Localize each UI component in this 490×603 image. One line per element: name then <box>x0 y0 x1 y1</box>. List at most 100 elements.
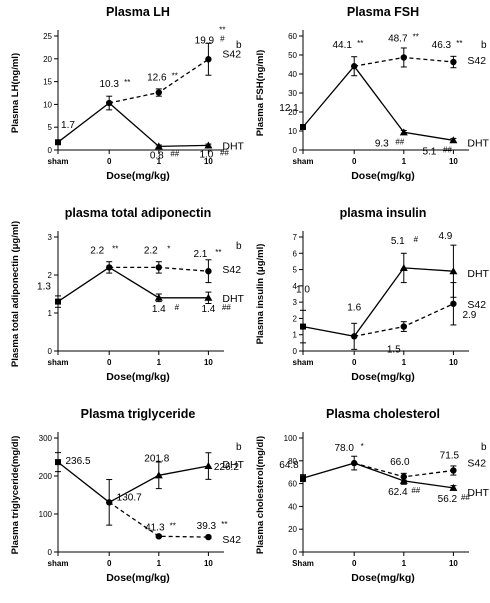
x-tick-label: 10 <box>204 157 213 166</box>
y-tick-label: 50 <box>288 51 297 60</box>
x-axis-title: Dose(mg/kg) <box>351 170 415 182</box>
series-line-dht <box>57 102 209 148</box>
chart-title: Plasma FSH <box>347 5 419 19</box>
significance-mark: ** <box>456 39 462 48</box>
y-tick-label: 60 <box>288 480 297 489</box>
data-point-circle <box>450 300 457 307</box>
significance-mark: ** <box>112 244 118 253</box>
y-tick-label: 40 <box>288 70 297 79</box>
panel-letter: b <box>236 442 242 453</box>
data-point-triangle <box>154 471 163 479</box>
panel-letter: b <box>236 241 242 252</box>
data-point-square <box>55 298 61 305</box>
x-axis-title: Dose(mg/kg) <box>351 572 415 584</box>
data-point-circle <box>450 467 457 474</box>
panel-letter: b <box>481 442 487 453</box>
significance-mark: ## <box>222 303 231 312</box>
data-label: 2.9 <box>462 310 476 321</box>
x-tick-label: 0 <box>107 559 112 568</box>
data-label: 0.8 <box>150 150 164 161</box>
data-point-triangle <box>154 142 163 150</box>
data-label: 2.1 <box>193 249 207 260</box>
y-tick-label: 0 <box>293 146 298 155</box>
data-label: 56.2 <box>438 494 458 505</box>
series-line-dht <box>302 462 454 489</box>
data-point-triangle <box>449 267 458 275</box>
data-label: 2.2 <box>90 245 104 256</box>
data-label: 66.0 <box>390 457 410 468</box>
data-label: 1.4 <box>152 304 166 315</box>
y-tick-label: 0 <box>293 347 298 356</box>
panel-letter: b <box>481 40 487 51</box>
x-tick-label: 10 <box>204 559 213 568</box>
data-label: 1.0 <box>199 149 213 160</box>
x-tick-label: 0 <box>352 559 357 568</box>
y-tick-label: 10 <box>43 100 52 109</box>
x-axis-title: Dose(mg/kg) <box>106 170 170 182</box>
significance-mark: ## <box>395 137 404 146</box>
series-name-s42: S42 <box>222 264 241 276</box>
y-tick-label: 7 <box>293 233 298 242</box>
chart-plasma-fsh: Plasma FSH 0 10 20 30 40 50 60 sham 0 1 10 Dose(mg/k… <box>255 5 490 182</box>
y-tick-label: 10 <box>288 127 297 136</box>
x-axis-title: Dose(mg/kg) <box>106 572 170 584</box>
y-tick-label: 0 <box>48 347 53 356</box>
series-name-dht: DHT <box>222 140 244 152</box>
x-tick-label: 10 <box>449 358 458 367</box>
x-tick-label: 0 <box>352 358 357 367</box>
x-tick-label: 0 <box>107 358 112 367</box>
data-point-circle <box>155 264 162 271</box>
data-point-triangle <box>449 136 458 144</box>
data-label: 1.0 <box>296 285 310 296</box>
data-point-triangle <box>449 483 458 491</box>
chart-plasma-lh: Plasma LH 0 5 10 15 20 25 sham 0 1 10 Dose(mg/kg) Pl… <box>10 5 245 182</box>
significance-mark: ** <box>170 521 176 530</box>
y-axis-title: Plasma triglyceride(mg/dl) <box>10 436 21 555</box>
y-tick-label: 40 <box>288 502 297 511</box>
chart-title: plasma insulin <box>340 206 427 220</box>
significance-mark: ** <box>215 248 221 257</box>
data-label: 62.4 <box>388 487 408 498</box>
y-tick-label: 5 <box>293 266 298 275</box>
significance-mark: ** <box>124 78 130 87</box>
data-label: 1.4 <box>201 304 215 315</box>
y-tick-label: 20 <box>288 108 297 117</box>
y-tick-label: 100 <box>39 510 53 519</box>
series-line-dht <box>57 461 209 504</box>
data-label: 19.9 <box>195 35 215 46</box>
data-point-square <box>300 475 306 482</box>
data-point-triangle <box>399 263 408 271</box>
chart-title: Plasma triglyceride <box>81 407 196 421</box>
data-point-triangle <box>204 293 213 301</box>
data-point-circle <box>155 533 162 540</box>
x-tick-label: 1 <box>402 157 407 166</box>
data-label: 71.5 <box>440 450 460 461</box>
significance-mark: ** <box>221 520 227 529</box>
y-tick-label: 0 <box>293 548 298 557</box>
data-point-circle <box>205 56 212 63</box>
series-line-s42 <box>108 501 209 538</box>
x-tick-label: 10 <box>449 157 458 166</box>
y-tick-label: 4 <box>293 282 298 291</box>
y-tick-label: 20 <box>288 525 297 534</box>
chart-title: Plasma LH <box>106 5 170 19</box>
panel-letter: b <box>236 40 242 51</box>
y-tick-label: 30 <box>288 89 297 98</box>
x-tick-label: Sham <box>292 559 314 568</box>
data-label: 9.3 <box>375 138 389 149</box>
significance-mark: ## <box>220 148 229 157</box>
data-point-circle <box>400 323 407 330</box>
chart-plasma-insulin: plasma insulin 0 1 2 3 4 5 6 7 sham 0 1 10 Dose(mg/kg… <box>255 206 490 383</box>
significance-mark: # <box>414 235 419 244</box>
x-tick-label: 0 <box>107 157 112 166</box>
y-tick-label: 3 <box>48 233 53 242</box>
chart-plasma-adiponectin: plasma total adiponectin 0 1 2 3 sham 0 1 10 Dose… <box>10 206 245 383</box>
x-tick-label: 10 <box>449 559 458 568</box>
y-tick-label: 80 <box>288 457 297 466</box>
data-label: 41.3 <box>145 522 165 533</box>
series-name-dht: DHT <box>467 487 489 499</box>
data-point-triangle <box>204 141 213 149</box>
x-axis-title: Dose(mg/kg) <box>106 371 170 383</box>
x-tick-label: sham <box>48 358 69 367</box>
series-name-dht: DHT <box>222 293 244 305</box>
